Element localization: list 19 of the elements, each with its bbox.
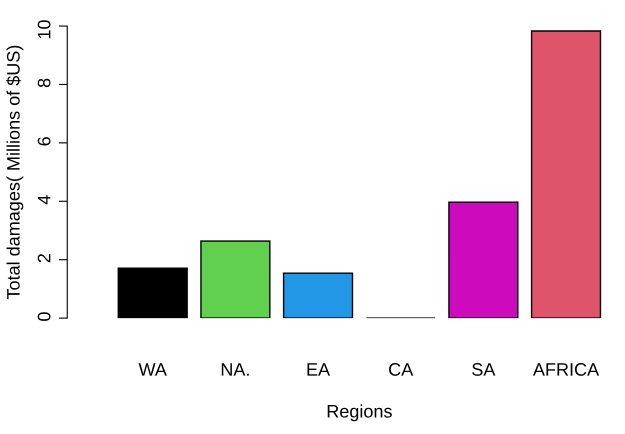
x-tick-label: WA bbox=[138, 363, 167, 376]
x-tick-label: SA bbox=[472, 363, 496, 376]
bar bbox=[118, 267, 188, 318]
x-tick-label: NA. bbox=[222, 363, 249, 376]
bar bbox=[200, 240, 271, 318]
x-tick-label: AFRICA bbox=[532, 363, 600, 376]
bar bbox=[530, 30, 602, 318]
y-tick-label: 6 bbox=[38, 137, 50, 146]
x-tick-label: EA bbox=[307, 363, 330, 376]
bar bbox=[282, 272, 354, 318]
y-tick-label: 4 bbox=[38, 195, 50, 204]
y-tick-label: 8 bbox=[38, 78, 50, 88]
y-tick-label: 10 bbox=[38, 20, 50, 38]
bar bbox=[448, 201, 519, 318]
x-axis-title: Regions bbox=[328, 404, 392, 422]
y-tick-label: 2 bbox=[38, 254, 50, 262]
y-axis-title: Total damages( Millions of $US) bbox=[6, 46, 24, 300]
x-tick-label: CA bbox=[389, 363, 414, 376]
y-tick-label: 0 bbox=[38, 312, 50, 321]
